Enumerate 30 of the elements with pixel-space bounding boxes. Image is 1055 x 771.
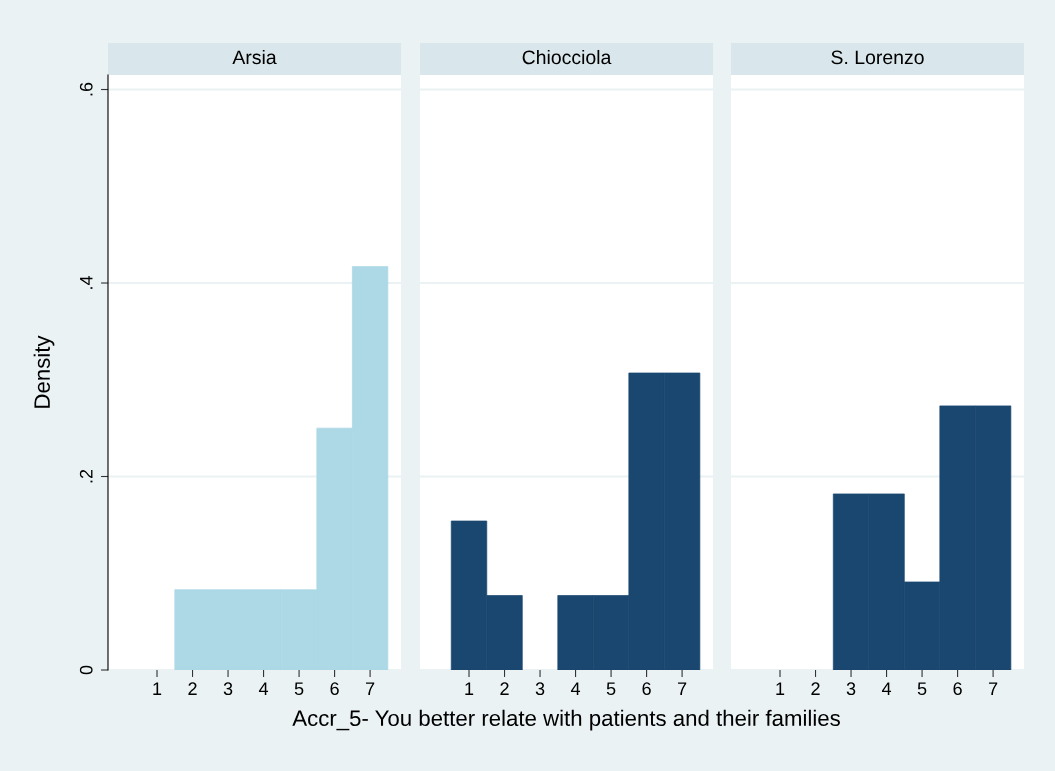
x-tick-label: 6 [953,682,962,696]
x-tick-label: 5 [294,682,304,696]
x-tick-label: 2 [811,682,820,695]
y-axis-title: Density [33,335,55,408]
x-tick-label: 4 [258,682,269,695]
x-tick-label: 7 [366,682,375,695]
x-axis-title: Accr_5- You better relate with patients and their families [292,709,840,731]
x-tick-label: 2 [500,682,509,695]
chart-title: Arsia [232,49,277,65]
y-tick-label: .4 [80,276,93,289]
x-tick-label: 4 [570,682,581,695]
y-tick-label: 0 [79,665,93,675]
x-tick-label: 5 [606,682,616,696]
y-tick-label: .2 [79,469,93,483]
x-tick-label: 5 [917,682,927,696]
x-tick-label: 2 [188,682,197,695]
x-tick-label: 3 [846,682,856,696]
x-tick-label: 7 [678,682,687,695]
x-tick-label: 6 [330,682,339,696]
x-tick-label: 1 [776,682,785,695]
x-tick-label: 3 [535,682,545,696]
x-tick-label: 6 [642,682,651,696]
x-tick-label: 1 [153,682,162,695]
y-tick-label: .6 [79,82,93,96]
x-tick-label: 1 [465,682,474,695]
chart-title: S. Lorenzo [831,50,924,65]
x-tick-label: 3 [223,682,233,696]
chart-title: Chiocciola [522,49,612,65]
x-tick-label: 7 [989,682,998,695]
x-tick-label: 4 [881,682,892,695]
